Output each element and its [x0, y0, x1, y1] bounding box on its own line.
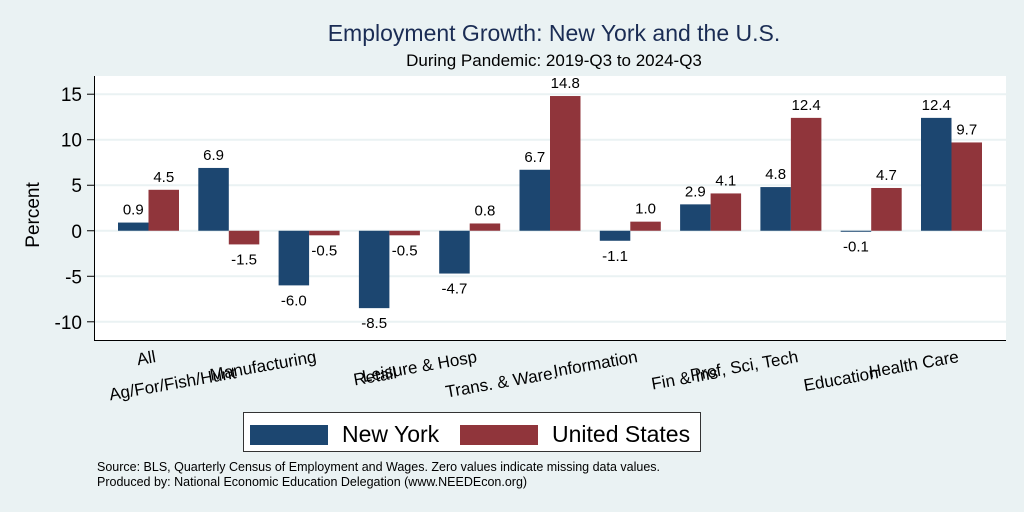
- chart-title: Employment Growth: New York and the U.S.: [327, 20, 781, 46]
- bar-united-states-information: [630, 221, 661, 231]
- data-label: 12.4: [792, 97, 821, 114]
- data-label: -1.1: [602, 248, 628, 265]
- y-tick-label: 10: [61, 131, 82, 152]
- legend-swatch-united-states: [460, 424, 538, 445]
- data-label: -0.1: [843, 239, 869, 256]
- y-tick-label: 5: [71, 176, 82, 197]
- bar-united-states-fin-ins: [710, 193, 742, 231]
- x-tick-label: Trans. & Ware.: [444, 363, 559, 401]
- bar-united-states-trans-ware: [550, 96, 581, 231]
- x-tick-label: Manufacturing: [208, 347, 317, 384]
- legend: New York United States: [243, 412, 701, 452]
- bar-new-york-leisure-hosp: [439, 230, 470, 274]
- chart-subtitle: During Pandemic: 2019-Q3 to 2024-Q3: [406, 51, 702, 70]
- data-label: 4.7: [876, 167, 897, 184]
- source-note: Source: BLS, Quarterly Census of Employm…: [97, 460, 661, 474]
- bar-united-states-manufacturing: [309, 230, 340, 236]
- bar-new-york-all: [118, 222, 149, 231]
- data-label: 12.4: [922, 97, 951, 114]
- bar-united-states-health-care: [951, 142, 982, 231]
- y-tick-label: -10: [55, 313, 82, 334]
- data-label: 0.9: [123, 202, 144, 219]
- data-label: 9.7: [956, 121, 977, 138]
- data-label: 2.9: [685, 183, 706, 200]
- bar-united-states-ag-for-fish-hunt: [228, 230, 260, 245]
- bar-new-york-education: [840, 230, 872, 232]
- producer-note: Produced by: National Economic Education…: [97, 475, 528, 489]
- bar-new-york-fin-ins: [680, 204, 711, 231]
- bar-new-york-retail: [358, 230, 390, 309]
- data-label: 0.8: [475, 202, 496, 219]
- x-tick-label: Information: [552, 347, 639, 380]
- data-label: 6.7: [524, 149, 545, 166]
- legend-swatch-new-york: [250, 424, 328, 445]
- data-label: 6.9: [203, 147, 224, 164]
- data-label: 4.8: [765, 166, 786, 183]
- data-label: -1.5: [231, 251, 257, 268]
- bar-new-york-manufacturing: [278, 230, 310, 286]
- bar-new-york-trans-ware: [519, 169, 550, 231]
- y-axis-label: Percent: [23, 182, 44, 248]
- data-label: 4.1: [715, 172, 736, 189]
- y-tick-label: 0: [71, 222, 82, 243]
- legend-item-united-states: United States: [460, 421, 690, 448]
- data-label: 4.5: [153, 169, 174, 186]
- data-label: 1.0: [635, 201, 656, 218]
- x-tick-label: All: [135, 347, 157, 369]
- y-tick-label: -5: [65, 267, 82, 288]
- legend-label-new-york: New York: [342, 421, 440, 447]
- x-tick-label: Prof, Sci, Tech: [689, 347, 800, 385]
- bar-united-states-retail: [389, 230, 420, 236]
- data-label: -0.5: [311, 242, 337, 259]
- bar-united-states-leisure-hosp: [469, 223, 501, 231]
- bar-united-states-all: [148, 189, 179, 231]
- legend-label-united-states: United States: [552, 421, 691, 447]
- data-label: -6.0: [281, 292, 307, 309]
- footnotes: Source: BLS, Quarterly Census of Employm…: [97, 460, 660, 490]
- bar-new-york-ag-for-fish-hunt: [198, 167, 229, 231]
- bar-new-york-health-care: [921, 117, 952, 231]
- data-label: -8.5: [361, 315, 387, 332]
- bar-united-states-education: [871, 187, 902, 231]
- bar-new-york-information: [599, 230, 631, 241]
- x-tick-label: Health Care: [868, 347, 961, 381]
- data-label: 14.8: [551, 75, 580, 92]
- legend-item-new-york: New York: [250, 421, 439, 448]
- y-tick-label: 15: [61, 85, 82, 106]
- data-label: -4.7: [442, 281, 468, 298]
- bar-new-york-prof-sci-tech: [760, 187, 791, 231]
- bar-united-states-prof-sci-tech: [790, 117, 822, 231]
- data-label: -0.5: [392, 242, 418, 259]
